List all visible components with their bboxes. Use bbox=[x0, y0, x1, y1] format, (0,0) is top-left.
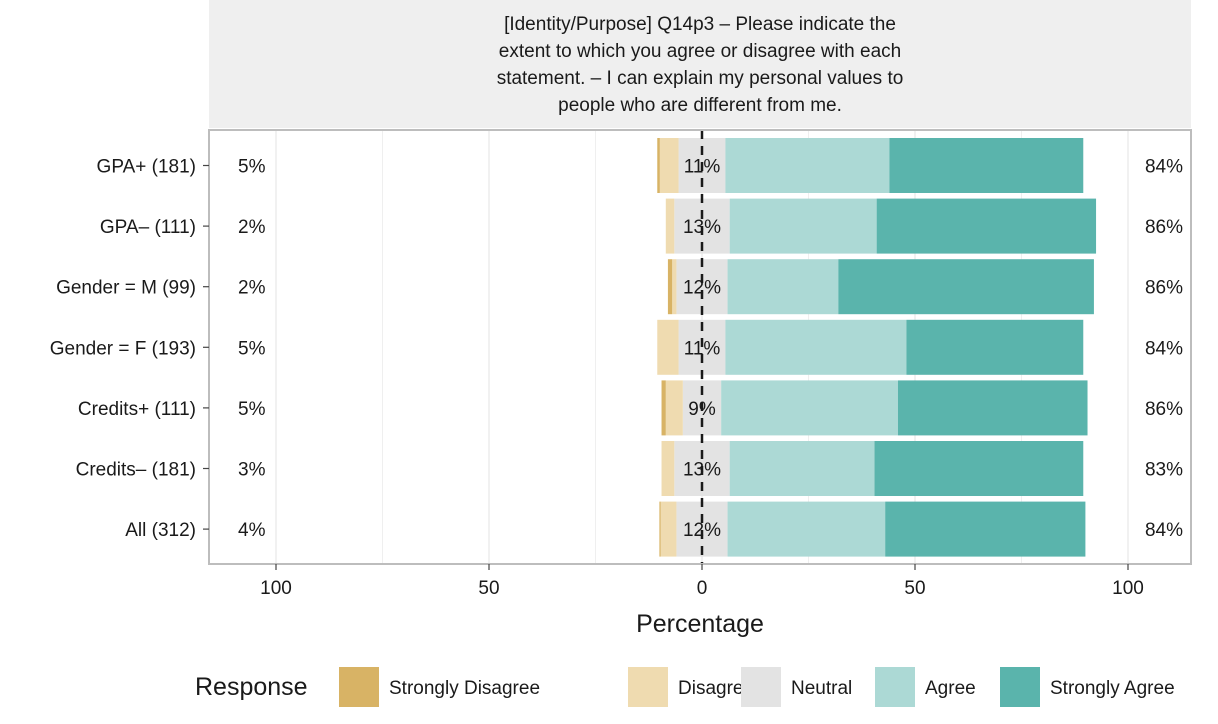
label-right-credits-111: 86% bbox=[1145, 399, 1183, 420]
legend-label-neutral: Neutral bbox=[791, 678, 852, 699]
label-center-gpa-111: 13% bbox=[683, 217, 721, 238]
label-center-gender-m-99: 12% bbox=[683, 278, 721, 299]
label-left-gpa-181: 5% bbox=[238, 157, 266, 178]
chart-title-line-2: extent to which you agree or disagree wi… bbox=[499, 41, 901, 62]
legend-key-agree bbox=[875, 667, 915, 707]
y-tick-label-credits-111: Credits+ (111) bbox=[78, 399, 196, 420]
chart-title-line-4: people who are different from me. bbox=[558, 95, 842, 116]
label-left-gender-m-99: 2% bbox=[238, 278, 266, 299]
bar-disagree-credits-111 bbox=[665, 380, 683, 436]
label-right-all-312: 84% bbox=[1145, 520, 1183, 541]
label-right-gender-f-193: 84% bbox=[1145, 338, 1183, 359]
bar-agree-all-312 bbox=[727, 501, 886, 557]
bar-agree-gender-m-99 bbox=[727, 259, 839, 315]
label-right-gpa-181: 84% bbox=[1145, 157, 1183, 178]
legend-label-strongly-disagree: Strongly Disagree bbox=[389, 678, 540, 699]
bar-strongly-agree-gender-f-193 bbox=[906, 319, 1084, 375]
legend-label-agree: Agree bbox=[925, 678, 976, 699]
bar-strongly-agree-credits-181 bbox=[874, 441, 1084, 496]
bar-disagree-credits-181 bbox=[661, 441, 675, 496]
bar-strongly-agree-all-312 bbox=[885, 501, 1086, 557]
legend-label-disagree: Disagree bbox=[678, 678, 754, 699]
bar-strongly-agree-gender-m-99 bbox=[838, 259, 1094, 315]
bar-strongly-agree-gpa-181 bbox=[889, 138, 1084, 193]
bar-strongly-agree-credits-111 bbox=[897, 380, 1088, 436]
label-left-gender-f-193: 5% bbox=[238, 338, 266, 359]
bar-disagree-gpa-181 bbox=[659, 138, 679, 193]
y-tick-label-gender-m-99: Gender = M (99) bbox=[56, 278, 196, 299]
bars-layer bbox=[657, 138, 1097, 557]
legend-key-strongly-disagree bbox=[339, 667, 379, 707]
x-tick-label: 100 bbox=[1112, 578, 1144, 599]
title-strip bbox=[209, 0, 1191, 128]
legend-key-neutral bbox=[741, 667, 781, 707]
bar-labels: 5% 11% 84% 2% 13% 86% 2% 12% 86% 5% 11% 84% 5% 9% 86% 3… bbox=[238, 157, 1183, 542]
label-center-all-312: 12% bbox=[683, 520, 721, 541]
label-center-gender-f-193: 11% bbox=[684, 338, 721, 359]
y-tick-label-gpa-181: GPA+ (181) bbox=[97, 157, 196, 178]
bar-disagree-gpa-111 bbox=[665, 198, 675, 254]
bar-strongly-agree-gpa-111 bbox=[876, 198, 1097, 254]
y-tick-label-credits-181: Credits– (181) bbox=[76, 460, 196, 481]
label-left-gpa-111: 2% bbox=[238, 217, 266, 238]
bar-neutral-gender-m-99 bbox=[676, 259, 728, 315]
label-center-gpa-181: 11% bbox=[684, 157, 721, 178]
chart-title-line-1: [Identity/Purpose] Q14p3 – Please indica… bbox=[504, 14, 896, 35]
x-tick-label: 0 bbox=[697, 578, 708, 599]
chart-title-line-3: statement. – I can explain my personal v… bbox=[497, 68, 904, 89]
bar-strongly-disagree-all-312 bbox=[659, 501, 661, 557]
x-axis-label: Percentage bbox=[636, 610, 764, 638]
label-left-credits-181: 3% bbox=[238, 460, 266, 481]
bar-agree-gpa-111 bbox=[729, 198, 877, 254]
bar-strongly-disagree-gpa-181 bbox=[657, 138, 660, 193]
y-tick-label-all-312: All (312) bbox=[125, 520, 196, 541]
x-tick-label: 100 bbox=[260, 578, 292, 599]
bar-agree-gender-f-193 bbox=[725, 319, 907, 375]
bar-strongly-disagree-credits-111 bbox=[661, 380, 666, 436]
bar-disagree-gender-m-99 bbox=[672, 259, 677, 315]
legend: Response Strongly Disagree Disagree Neutral… bbox=[195, 667, 1175, 707]
x-tick-label: 50 bbox=[904, 578, 925, 599]
label-left-all-312: 4% bbox=[238, 520, 266, 541]
bar-strongly-disagree-gender-m-99 bbox=[667, 259, 673, 315]
legend-key-disagree bbox=[628, 667, 668, 707]
bar-agree-credits-111 bbox=[721, 380, 898, 436]
label-center-credits-111: 9% bbox=[688, 399, 716, 420]
y-tick-label-gender-f-193: Gender = F (193) bbox=[50, 338, 196, 359]
legend-key-strongly-agree bbox=[1000, 667, 1040, 707]
bar-disagree-all-312 bbox=[660, 501, 677, 557]
legend-title: Response bbox=[195, 673, 308, 701]
label-right-gpa-111: 86% bbox=[1145, 217, 1183, 238]
bar-agree-credits-181 bbox=[729, 441, 875, 496]
label-left-credits-111: 5% bbox=[238, 399, 266, 420]
y-axis-tick-labels: GPA+ (181) GPA– (111) Gender = M (99) Gende… bbox=[50, 157, 209, 541]
x-axis-ticks: 100 50 0 50 100 bbox=[260, 564, 1144, 599]
y-tick-label-gpa-111: GPA– (111) bbox=[100, 217, 196, 238]
bar-disagree-gender-f-193 bbox=[657, 319, 679, 375]
label-right-credits-181: 83% bbox=[1145, 460, 1183, 481]
legend-label-strongly-agree: Strongly Agree bbox=[1050, 678, 1175, 699]
x-tick-label: 50 bbox=[478, 578, 499, 599]
label-right-gender-m-99: 86% bbox=[1145, 278, 1183, 299]
label-center-credits-181: 13% bbox=[683, 460, 721, 481]
bar-agree-gpa-181 bbox=[725, 138, 890, 193]
